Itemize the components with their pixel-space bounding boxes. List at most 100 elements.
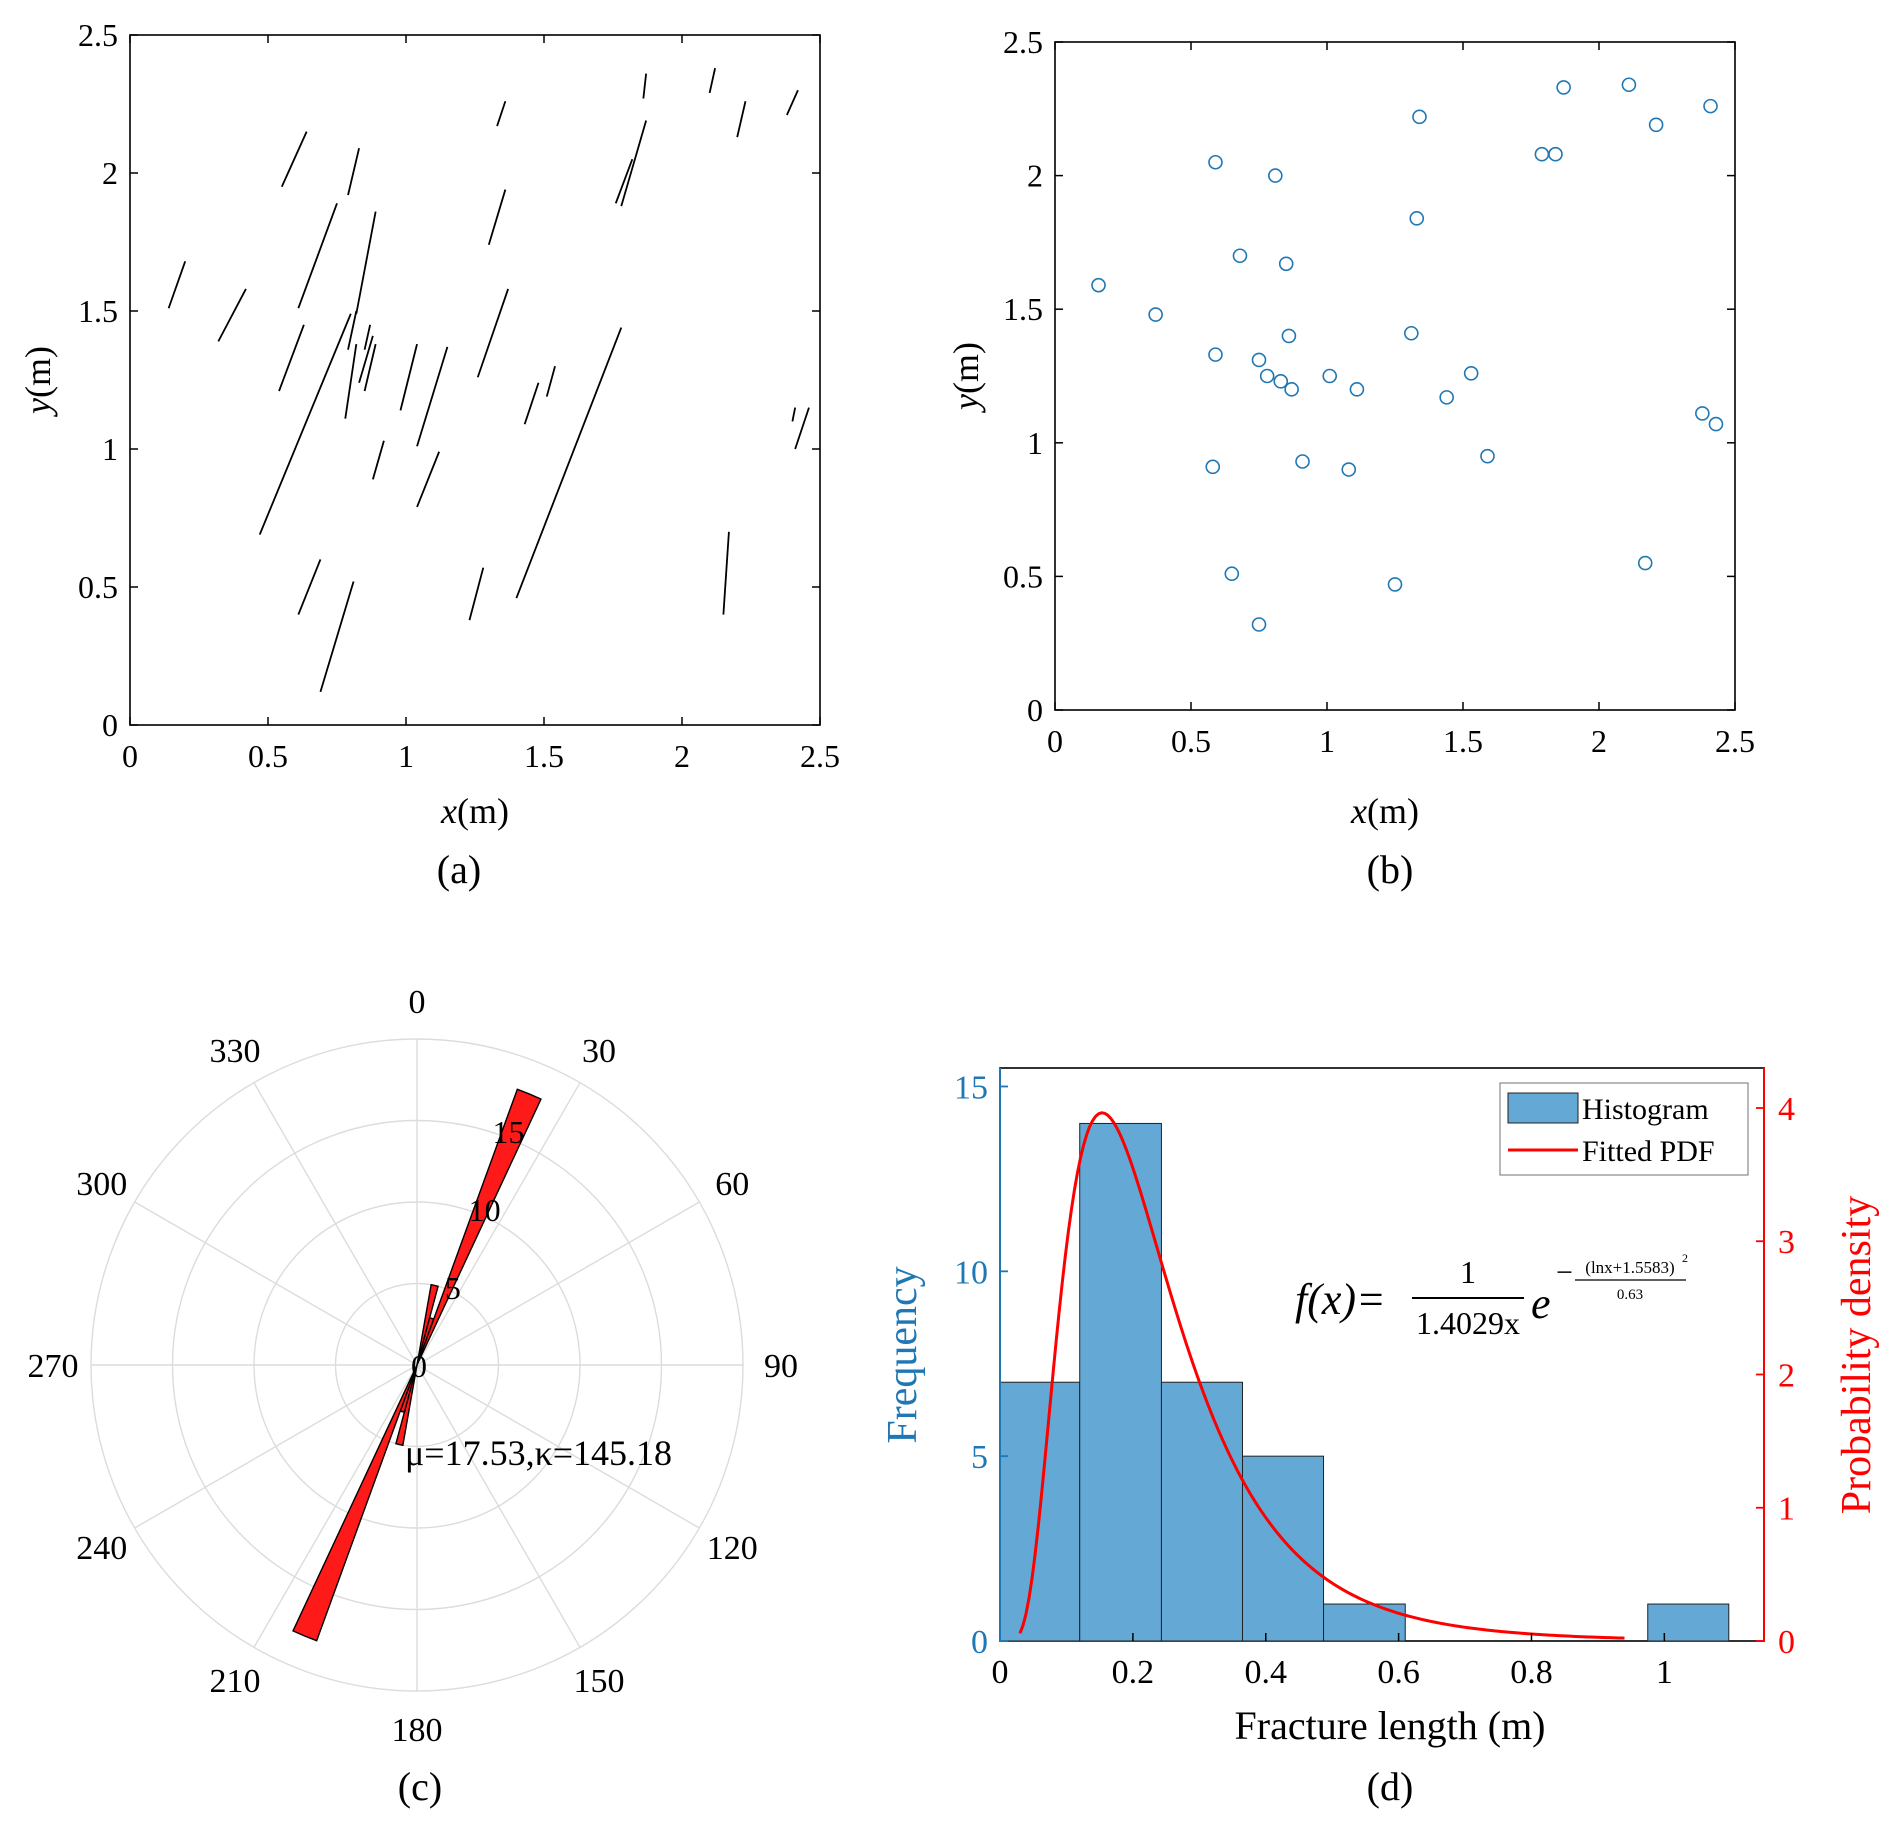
scatter-point-7 — [1251, 352, 1267, 368]
panel-b-y-label: y(m) — [946, 342, 986, 413]
x-tick-label: 0.6 — [1377, 1654, 1420, 1691]
panel-a-plot-frame — [129, 34, 821, 726]
x-tick-label: 1 — [1319, 723, 1335, 759]
scatter-point-17 — [1349, 382, 1365, 397]
angle-label: 300 — [76, 1166, 127, 1203]
angle-label: 180 — [392, 1712, 443, 1749]
panel-d-right-y-label: Probability density — [1834, 1196, 1880, 1515]
x-tick-label: 2.5 — [1715, 723, 1755, 759]
panel-d-legend: Histogram Fitted PDF — [1499, 1082, 1749, 1176]
panel-b-points — [1091, 77, 1724, 632]
scatter-point-18 — [1387, 577, 1403, 592]
fracture-segment-28 — [642, 73, 648, 99]
formula-base: e — [1531, 1279, 1551, 1328]
scatter-point-4 — [1205, 459, 1221, 475]
panel-c-annotation: μ=17.53,κ=145.18 — [405, 1433, 672, 1473]
fracture-segment-18 — [319, 581, 355, 693]
polar-grid-spoke — [134, 1201, 418, 1366]
fracture-segment-4 — [297, 203, 338, 309]
fracture-segment-22 — [496, 100, 507, 127]
formula-minus: − — [1556, 1256, 1573, 1289]
fracture-segment-33 — [794, 407, 810, 450]
scatter-point-27 — [1556, 80, 1571, 95]
fracture-segment-15 — [416, 346, 449, 447]
fracture-segment-30 — [736, 101, 747, 138]
panel-a-x-ticks: 0 0.5 1 1.5 2 2.5 — [122, 35, 840, 774]
x-tick-label: 0 — [1047, 723, 1063, 759]
panel-d-left-y-label: Frequency — [880, 1266, 926, 1443]
panel-d-caption: (d) — [1367, 1764, 1414, 1809]
fracture-segment-3 — [347, 147, 360, 196]
scatter-point-22 — [1439, 390, 1454, 405]
polar-grid-spoke — [253, 1364, 418, 1648]
left-y-tick-label: 10 — [954, 1254, 988, 1291]
fracture-segment-23 — [523, 382, 540, 425]
polar-grid-spoke — [416, 1364, 700, 1529]
angle-label: 150 — [574, 1663, 625, 1700]
right-y-tick-label: 3 — [1778, 1224, 1795, 1261]
formula-exp-denominator: 0.63 — [1617, 1287, 1643, 1303]
panel-a-segments — [167, 67, 810, 693]
left-y-tick-label: 0 — [971, 1624, 988, 1661]
angle-label: 330 — [210, 1033, 261, 1070]
fracture-segment-19 — [468, 567, 485, 621]
scatter-point-19 — [1404, 325, 1419, 341]
left-y-tick-label: 5 — [971, 1439, 988, 1476]
angle-label: 210 — [210, 1663, 261, 1700]
y-tick-label: 1 — [1027, 425, 1043, 461]
panel-d-x-label: Fracture length (m) — [1235, 1703, 1546, 1748]
angle-label: 0 — [409, 984, 426, 1021]
panel-d-right-y-ticks: 0 1 2 3 4 — [1756, 1068, 1795, 1661]
fracture-segment-17 — [297, 559, 322, 615]
right-y-tick-label: 1 — [1778, 1491, 1795, 1528]
scatter-point-10 — [1273, 374, 1289, 389]
panel-b-x-label: x(m) — [1350, 791, 1419, 831]
histogram-bar-8 — [1647, 1603, 1730, 1642]
formula-numerator: 1 — [1460, 1254, 1476, 1290]
panel-c-rose-bars — [292, 1088, 542, 1642]
x-tick-label: 2.5 — [800, 738, 840, 774]
x-tick-label: 2 — [1591, 723, 1607, 759]
formula-exp-power: 2 — [1682, 1251, 1688, 1265]
panel-c-polar-grid — [90, 1038, 744, 1692]
fracture-segment-29 — [708, 67, 716, 94]
y-tick-label: 2 — [1027, 158, 1043, 194]
panel-d-fitted-pdf-curve — [1018, 1111, 1625, 1640]
panel-d-formula: f(x)= 1 1.4029x e − (lnx+1.5583) 2 0.63 — [1295, 1251, 1688, 1341]
y-tick-label: 2.5 — [78, 17, 118, 53]
legend-histogram-swatch — [1507, 1092, 1579, 1124]
radial-label: 15 — [492, 1114, 524, 1150]
scatter-point-8 — [1259, 368, 1275, 384]
polar-grid-spoke — [416, 1364, 581, 1648]
fracture-segment-1 — [217, 288, 247, 342]
panel-c-caption: (c) — [398, 1764, 442, 1809]
fracture-segment-25 — [515, 327, 623, 599]
fracture-segment-9 — [358, 335, 374, 384]
panel-a-x-label: x(m) — [440, 791, 509, 831]
histogram-bar-1 — [1079, 1122, 1162, 1642]
scatter-point-1 — [1148, 307, 1163, 322]
formula-exp-numerator: (lnx+1.5583) — [1585, 1258, 1674, 1277]
fracture-segment-13 — [372, 440, 385, 480]
x-tick-label: 2 — [674, 738, 690, 774]
formula-lhs: f(x)= — [1295, 1275, 1386, 1324]
y-tick-label: 1 — [102, 431, 118, 467]
x-tick-label: 0.5 — [1171, 723, 1211, 759]
fracture-segment-2 — [280, 131, 308, 188]
fracture-segment-7 — [258, 313, 352, 535]
fracture-segment-26 — [614, 158, 634, 204]
scatter-point-32 — [1703, 98, 1718, 114]
fracture-segment-32 — [791, 407, 797, 422]
scatter-point-3 — [1208, 347, 1223, 362]
fracture-segment-31 — [786, 89, 799, 116]
polar-grid-spoke — [134, 1364, 418, 1529]
x-tick-label: 0.8 — [1510, 1654, 1553, 1691]
panel-a-fracture-map: 0 0.5 1 1.5 2 2.5 0 0.5 1 1.5 2 2.5 x(m) y(m) (a) — [18, 17, 840, 892]
x-tick-label: 1.5 — [524, 738, 564, 774]
panel-a-caption: (a) — [437, 847, 481, 892]
y-tick-label: 0 — [102, 707, 118, 743]
x-tick-label: 0 — [992, 1654, 1009, 1691]
fracture-segment-11 — [344, 343, 358, 419]
fracture-segment-34 — [722, 531, 730, 615]
